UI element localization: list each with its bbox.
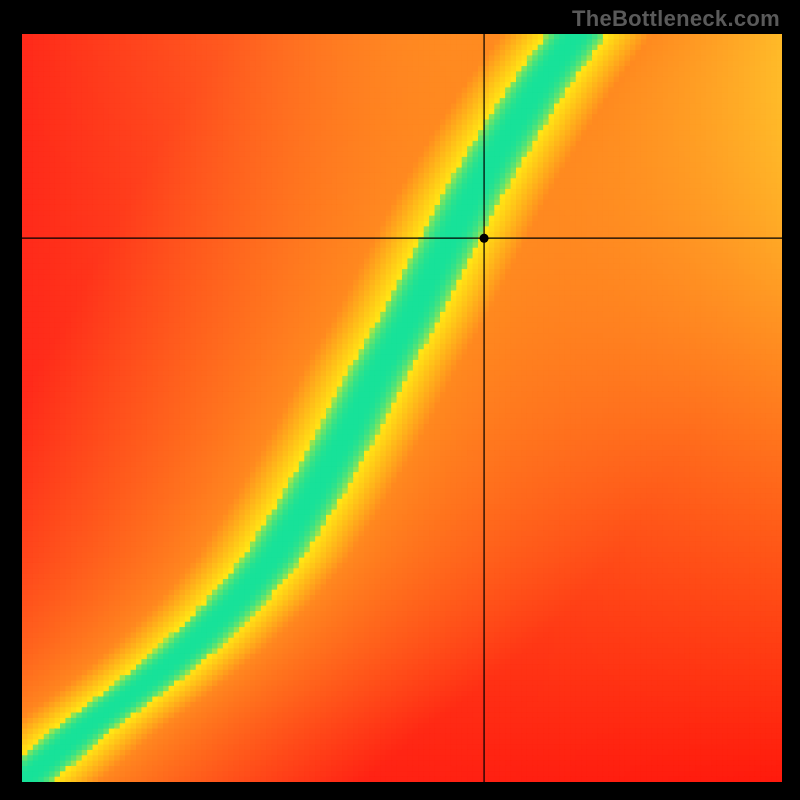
bottleneck-heatmap bbox=[22, 34, 782, 782]
attribution-text: TheBottleneck.com bbox=[572, 6, 780, 32]
